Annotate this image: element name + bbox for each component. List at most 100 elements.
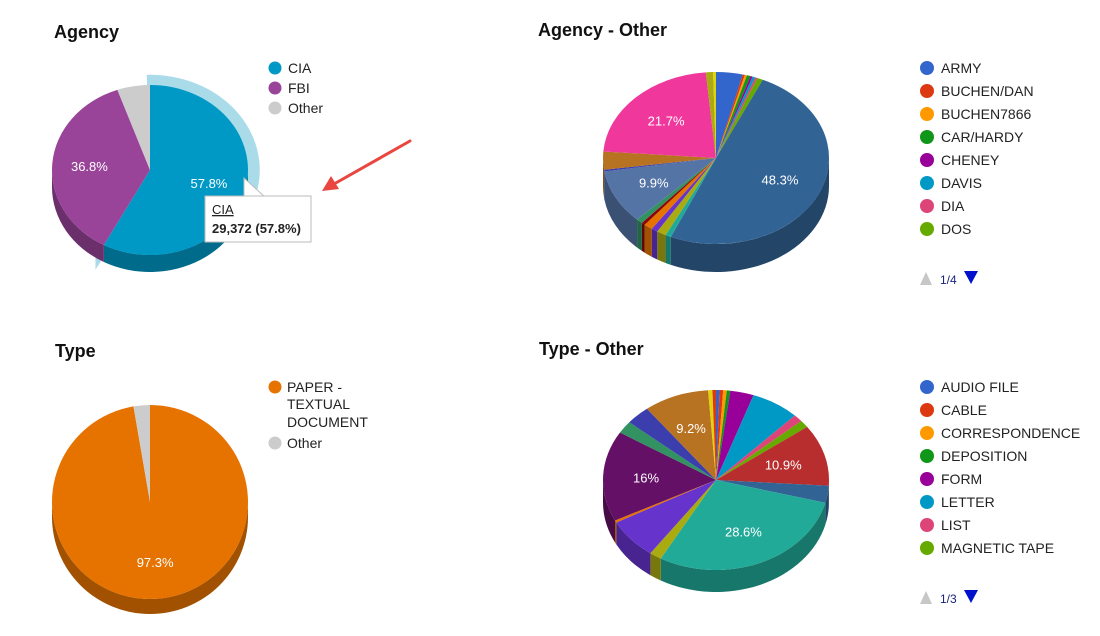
pie-slice-audio-file[interactable]: [716, 390, 720, 480]
pie-slice-davis[interactable]: [716, 76, 756, 158]
pie-side-unnamed: [665, 234, 671, 265]
legend-label: LIST: [941, 517, 971, 533]
legend-item-car-hardy[interactable]: CAR/HARDY: [920, 129, 1024, 145]
legend-swatch: [920, 61, 934, 75]
legend-item-paper-textual-document[interactable]: PAPER - TEXTUAL DOCUMENT: [268, 379, 369, 430]
legend-item-dos[interactable]: DOS: [920, 221, 971, 237]
pager-next-icon[interactable]: [964, 590, 978, 603]
legend-item-buchen7866[interactable]: BUCHEN7866: [920, 106, 1031, 122]
slice-label: 97.3%: [137, 555, 174, 570]
pie-slice-unnamed[interactable]: [670, 79, 829, 244]
pie-slice-unnamed[interactable]: [716, 426, 829, 486]
legend-swatch: [268, 81, 282, 95]
legend-item-magnetic-tape[interactable]: MAGNETIC TAPE: [920, 540, 1054, 556]
pager-status: 1/4: [940, 273, 957, 287]
legend-swatch: [920, 472, 934, 486]
legend-label: CORRESPONDENCE: [941, 425, 1080, 441]
pie-slice-unnamed[interactable]: [660, 480, 826, 570]
pie-slice-unnamed[interactable]: [713, 72, 716, 158]
pie-slice-paper-textual-document[interactable]: [52, 405, 249, 599]
legend-swatch: [920, 130, 934, 144]
pie-slice-unnamed[interactable]: [646, 390, 716, 480]
legend-item-cheney[interactable]: CHENEY: [920, 152, 1000, 168]
pie-slice-cable[interactable]: [716, 390, 724, 480]
pie-slice-unnamed[interactable]: [629, 408, 716, 480]
legend-swatch: [920, 84, 934, 98]
legend-item-correspondence[interactable]: CORRESPONDENCE: [920, 425, 1080, 441]
pie-slice-unnamed[interactable]: [616, 480, 716, 554]
pie-slice-unnamed[interactable]: [716, 480, 829, 503]
legend-item-form[interactable]: FORM: [920, 471, 982, 487]
pie-side-unnamed: [641, 222, 645, 253]
legend-item-letter[interactable]: LETTER: [920, 494, 995, 510]
pie-chart[interactable]: 48.3% 9.9% 21.7%: [603, 72, 829, 272]
legend-item-army[interactable]: ARMY: [920, 60, 982, 76]
pie-slice-unnamed[interactable]: [604, 158, 716, 220]
legend-label: CABLE: [941, 402, 987, 418]
pie-slice-unnamed[interactable]: [603, 432, 716, 521]
pie-slice-unnamed[interactable]: [604, 158, 716, 172]
pie-slice-buchen7866[interactable]: [716, 74, 748, 158]
pie-slice-deposition[interactable]: [716, 390, 731, 480]
legend-swatch: [920, 518, 934, 532]
legend-item-other[interactable]: Other: [268, 100, 324, 116]
pie-slice-magnetic-tape[interactable]: [716, 420, 808, 480]
pie-slice-other[interactable]: [117, 85, 150, 170]
legend-item-other[interactable]: Other: [268, 435, 323, 451]
legend-item-dia[interactable]: DIA: [920, 198, 965, 214]
pie-slice-unnamed[interactable]: [603, 151, 716, 170]
legend-item-deposition[interactable]: DEPOSITION: [920, 448, 1027, 464]
legend: PAPER - TEXTUAL DOCUMENT Other: [268, 379, 369, 451]
pie-slice-fbi[interactable]: [51, 89, 150, 245]
pie-slice-unnamed[interactable]: [615, 480, 716, 523]
pie-chart[interactable]: 97.3%: [52, 405, 249, 614]
pie-slice-unnamed[interactable]: [712, 390, 716, 480]
legend-item-cable[interactable]: CABLE: [920, 402, 987, 418]
legend-item-audio-file[interactable]: AUDIO FILE: [920, 379, 1019, 395]
legend-label: CHENEY: [941, 152, 1000, 168]
pie-slice-unnamed[interactable]: [651, 158, 716, 232]
pager-prev-icon[interactable]: [920, 272, 932, 285]
pie-slice-letter[interactable]: [716, 395, 795, 480]
legend-item-buchen-dan[interactable]: BUCHEN/DAN: [920, 83, 1034, 99]
legend-label: LETTER: [941, 494, 995, 510]
pager-next-icon[interactable]: [964, 271, 978, 284]
pie-slice-unnamed[interactable]: [665, 158, 716, 237]
pie-side-unnamed: [670, 158, 829, 272]
pie-slice-dia[interactable]: [716, 77, 758, 158]
pie-slice-list[interactable]: [716, 415, 802, 480]
chart-title: Agency: [54, 22, 119, 42]
pie-slice-correspondence[interactable]: [716, 390, 727, 480]
pie-side-unnamed: [603, 158, 605, 198]
legend: ARMY BUCHEN/DAN BUCHEN7866 CAR/HARDY CHENEY D…: [920, 60, 1034, 237]
pie-slice-unnamed[interactable]: [644, 158, 716, 229]
pie-slice-unnamed[interactable]: [657, 158, 716, 235]
legend-item-list[interactable]: LIST: [920, 517, 971, 533]
pie-slice-cheney[interactable]: [716, 76, 753, 158]
legend-item-fbi[interactable]: FBI: [268, 80, 310, 96]
legend-swatch: [920, 403, 934, 417]
pie-side-cia: [103, 170, 248, 273]
pie-slice-unnamed[interactable]: [641, 158, 716, 225]
pie-slice-form[interactable]: [716, 390, 754, 480]
pie-slice-car-hardy[interactable]: [716, 75, 751, 158]
pie-slice-buchen-dan[interactable]: [716, 74, 745, 158]
legend-item-cia[interactable]: CIA: [268, 60, 313, 76]
pie-slice-unnamed[interactable]: [619, 422, 716, 480]
slice-label: 21.7%: [648, 114, 685, 129]
pie-slice-unnamed[interactable]: [650, 480, 716, 559]
pie-slice-army[interactable]: [716, 72, 743, 158]
pie-chart[interactable]: 10.9% 28.6% 16% 9.2%: [603, 390, 829, 593]
legend-label: DIA: [941, 198, 965, 214]
pie-slice-other[interactable]: [133, 405, 150, 502]
pie-slice-unnamed[interactable]: [637, 158, 716, 223]
legend-item-davis[interactable]: DAVIS: [920, 175, 982, 191]
legend-label-line: TEXTUAL: [287, 396, 350, 412]
pie-slice-dos[interactable]: [716, 77, 763, 158]
tooltip: CIA 29,372 (57.8%): [204, 176, 312, 243]
pie-slice-unnamed[interactable]: [705, 72, 716, 158]
pie-slice-unnamed[interactable]: [708, 390, 716, 480]
pager-prev-icon[interactable]: [920, 591, 932, 604]
pie-slice-unnamed[interactable]: [603, 72, 716, 158]
